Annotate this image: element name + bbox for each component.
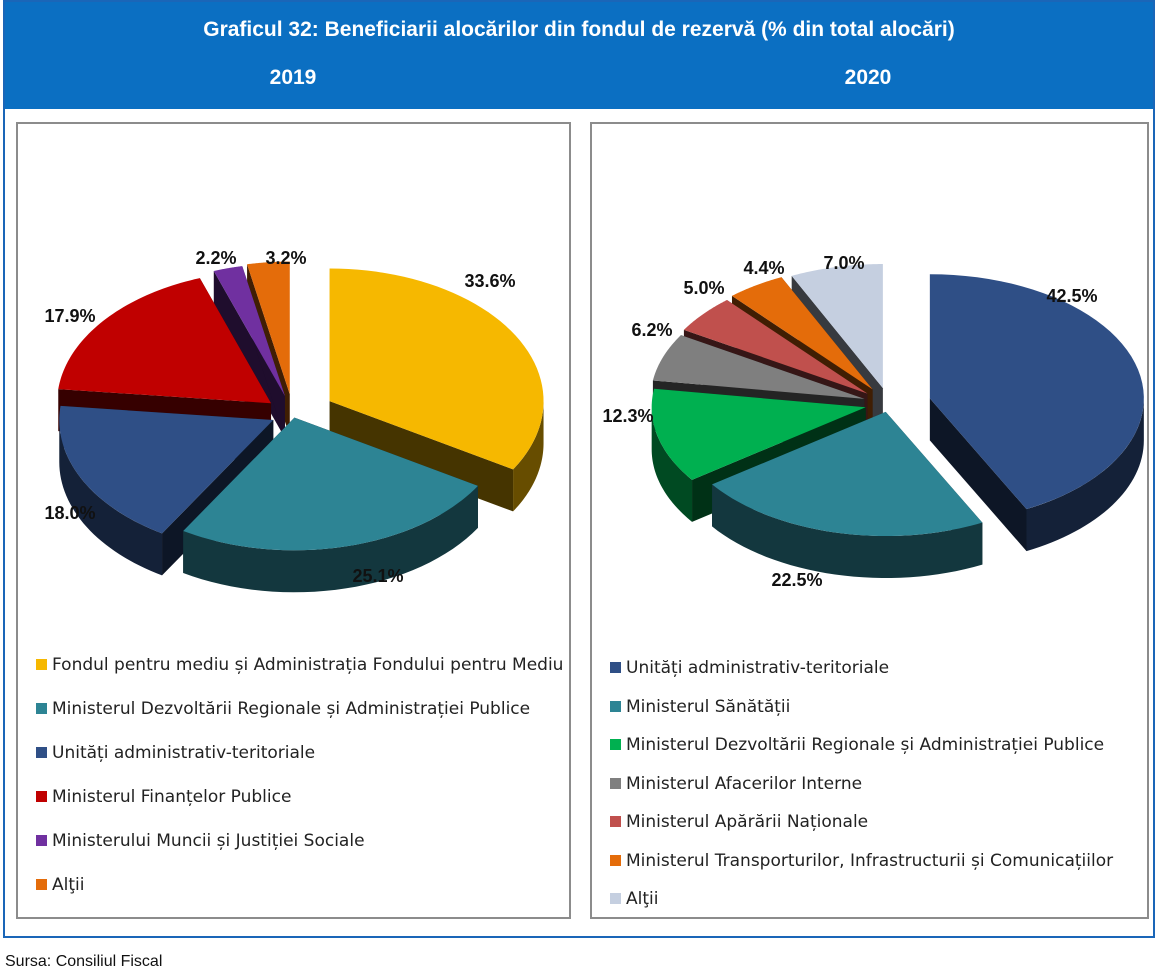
data-label-2020-ministerul-afacerilor-interne: 6.2% bbox=[631, 320, 672, 340]
slice-top-2020-altii bbox=[791, 264, 883, 389]
legend-label: Ministerul Dezvoltării Regionale și Admi… bbox=[626, 735, 1105, 755]
pie-2020-marks bbox=[651, 264, 1144, 578]
data-label-2019-ministerul-finantelor-publice: 17.9% bbox=[44, 306, 95, 326]
legend-swatch bbox=[610, 700, 621, 712]
legend-2020: Unități administrativ-teritoriale Ministe… bbox=[610, 658, 1113, 928]
slice-2020-ministerul-sanatatii bbox=[712, 411, 983, 578]
legend-label: Ministerul Transporturilor, Infrastructu… bbox=[626, 850, 1114, 871]
legend-item-2019-ministerul-dezvoltarii-regionale-si-administratiei-publice: Ministerul Dezvoltării Regionale și Admi… bbox=[36, 699, 563, 743]
slice-top-2020-ministerul-dezvoltarii-regionale-si-administratiei-publice bbox=[651, 388, 866, 480]
slice-top-2019-fondul-pentru-mediu-si-administratia-fondului-pentru-mediu bbox=[329, 268, 544, 470]
slice-top-2020-ministerul-apararii-nationale bbox=[683, 300, 868, 394]
slice-top-2019-altii bbox=[247, 261, 290, 395]
pie-panel-2020: 42.5% 22.5% 12.3% 6.2% 5.0% 4.4% 7.0% Unități … bbox=[590, 122, 1149, 919]
legend-swatch bbox=[610, 739, 621, 750]
legend-swatch bbox=[610, 816, 621, 827]
slice-top-2019-ministerul-dezvoltarii-regionale-si-administratiei-publice bbox=[183, 417, 478, 551]
data-label-2019-fondul-pentru-mediu-si-administratia-fondului-pentru-mediu: 33.6% bbox=[464, 271, 515, 291]
legend-item-2020-ministerul-afacerilor-interne: Ministerul Afacerilor Interne bbox=[610, 774, 1113, 813]
year-2020-label: 2020 bbox=[844, 66, 892, 89]
slice-top-2019-ministerul-finantelor-publice bbox=[58, 278, 272, 404]
data-label-2020-unitati-administrativ-teritoriale: 42.5% bbox=[1046, 286, 1097, 306]
pie-chart-2020: 42.5% 22.5% 12.3% 6.2% 5.0% 4.4% 7.0% bbox=[602, 253, 1144, 590]
legend-label: Ministerului Muncii și Justiției Sociale bbox=[52, 831, 365, 851]
legend-label: Ministerul Sănătății bbox=[626, 696, 791, 717]
pie-chart-2019: 33.6% 25.1% 18.0% 17.9% 2.2% 3.2% bbox=[44, 248, 544, 593]
pie-2019-marks bbox=[58, 261, 544, 593]
legend-label: Alţii bbox=[626, 889, 659, 909]
slice-top-2020-ministerul-sanatatii bbox=[712, 411, 983, 537]
legend-item-2019-altii: Alţii bbox=[36, 875, 563, 919]
data-label-2020-ministerul-sanatatii: 22.5% bbox=[771, 570, 822, 590]
data-label-2019-ministerul-dezvoltarii-regionale-si-administratiei-publice: 25.1% bbox=[352, 566, 403, 586]
legend-item-2019-ministerului-muncii-si-justitiei-sociale: Ministerului Muncii și Justiției Sociale bbox=[36, 831, 563, 875]
legend-swatch bbox=[610, 662, 621, 673]
legend-swatch bbox=[36, 879, 47, 890]
pie-panel-2019: 33.6% 25.1% 18.0% 17.9% 2.2% 3.2% Fondul pent… bbox=[16, 122, 571, 919]
legend-label: Unități administrativ-teritoriale bbox=[626, 658, 890, 678]
slice-top-2020-unitati-administrativ-teritoriale bbox=[929, 274, 1144, 510]
legend-label: Ministerul Dezvoltării Regionale și Admi… bbox=[52, 699, 531, 719]
legend-item-2020-ministerul-sanatatii: Ministerul Sănătății bbox=[610, 697, 1113, 736]
source-note: Sursa: Consiliul Fiscal bbox=[5, 953, 163, 970]
legend-item-2020-ministerul-transporturilor-infrastructurii-si-comunicatiilor: Ministerul Transporturilor, Infrastructu… bbox=[610, 851, 1113, 890]
legend-label: Alţii bbox=[52, 875, 85, 895]
legend-label: Ministerul Finanțelor Publice bbox=[52, 787, 292, 807]
data-label-2020-ministerul-dezvoltarii-regionale-si-administratiei-publice: 12.3% bbox=[602, 406, 653, 426]
legend-label: Ministerul Afacerilor Interne bbox=[626, 773, 863, 794]
data-label-2019-ministerului-muncii-si-justitiei-sociale: 2.2% bbox=[195, 248, 236, 268]
legend-label: Ministerul Apărării Naționale bbox=[626, 812, 869, 832]
legend-item-2020-ministerul-dezvoltarii-regionale-si-administratiei-publice: Ministerul Dezvoltării Regionale și Admi… bbox=[610, 735, 1113, 774]
data-label-2019-altii: 3.2% bbox=[265, 248, 306, 268]
legend-item-2020-unitati-administrativ-teritoriale: Unități administrativ-teritoriale bbox=[610, 658, 1113, 697]
slice-top-2019-unitati-administrativ-teritoriale bbox=[59, 405, 274, 534]
slice-top-2019-ministerului-muncii-si-justitiei-sociale bbox=[213, 266, 285, 397]
legend-label: Fondul pentru mediu și Administrația Fon… bbox=[52, 655, 564, 675]
legend-swatch bbox=[610, 777, 621, 789]
legend-swatch bbox=[610, 893, 621, 904]
title-banner: Graficul 32: Beneficiarii alocărilor din… bbox=[5, 2, 1153, 109]
data-label-2020-ministerul-apararii-nationale: 5.0% bbox=[683, 278, 724, 298]
data-label-2019-unitati-administrativ-teritoriale: 18.0% bbox=[44, 503, 95, 523]
legend-label: Unități administrativ-teritoriale bbox=[52, 743, 316, 763]
legend-swatch bbox=[36, 747, 47, 758]
legend-swatch bbox=[36, 703, 47, 714]
legend-item-2019-ministerul-finantelor-publice: Ministerul Finanțelor Publice bbox=[36, 787, 563, 831]
year-2019-label: 2019 bbox=[269, 66, 317, 89]
legend-item-2019-unitati-administrativ-teritoriale: Unități administrativ-teritoriale bbox=[36, 743, 563, 787]
slice-top-2020-ministerul-afacerilor-interne bbox=[652, 335, 865, 399]
legend-item-2020-ministerul-apararii-nationale: Ministerul Apărării Naționale bbox=[610, 812, 1113, 851]
slice-2020-unitati-administrativ-teritoriale bbox=[929, 274, 1144, 552]
slice-2019-ministerului-muncii-si-justitiei-sociale bbox=[213, 266, 285, 439]
slice-top-2020-ministerul-transporturilor-infrastructurii-si-comunicatiilor bbox=[731, 277, 873, 390]
data-label-2020-altii: 7.0% bbox=[823, 253, 864, 273]
data-label-2020-ministerul-transporturilor-infrastructurii-si-comunicatiilor: 4.4% bbox=[743, 258, 784, 278]
chart-frame: Graficul 32: Beneficiarii alocărilor din… bbox=[3, 0, 1155, 938]
legend-swatch bbox=[36, 791, 47, 802]
legend-swatch bbox=[610, 854, 621, 866]
legend-swatch bbox=[36, 835, 47, 846]
legend-swatch bbox=[36, 659, 47, 670]
chart-title: Graficul 32: Beneficiarii alocărilor din… bbox=[203, 18, 955, 41]
legend-2019: Fondul pentru mediu și Administrația Fon… bbox=[36, 655, 563, 919]
legend-item-2020-altii: Alţii bbox=[610, 889, 1113, 928]
slice-2019-ministerul-dezvoltarii-regionale-si-administratiei-publice bbox=[183, 417, 478, 593]
legend-item-2019-fondul-pentru-mediu-si-administratia-fondului-pentru-mediu: Fondul pentru mediu și Administrația Fon… bbox=[36, 655, 563, 699]
